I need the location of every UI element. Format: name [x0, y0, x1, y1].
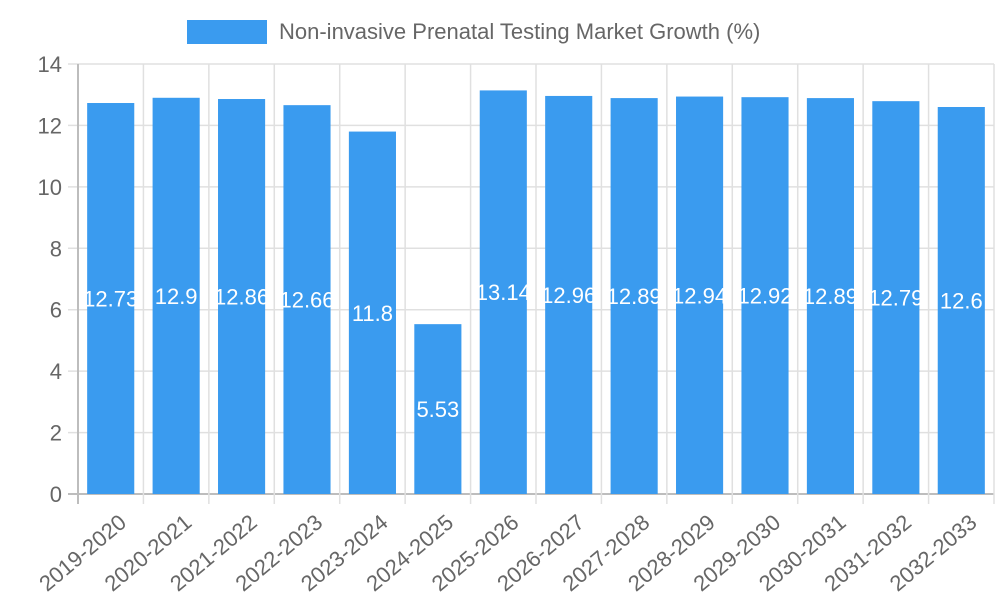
y-tick-label: 12	[38, 113, 62, 138]
bar-value-label: 12.79	[868, 286, 923, 311]
bar-value-label: 13.14	[476, 280, 531, 305]
bar-value-label: 12.92	[737, 284, 792, 309]
chart-legend[interactable]: Non-invasive Prenatal Testing Market Gro…	[187, 18, 760, 46]
y-tick-label: 8	[50, 236, 62, 261]
bar[interactable]	[348, 131, 396, 495]
bar[interactable]	[610, 98, 658, 494]
y-axis: 0 2 4 6 8 10 12 14	[38, 52, 62, 507]
bar[interactable]	[414, 324, 462, 494]
bar-value-label: 12.73	[83, 287, 138, 312]
x-axis: 2019-20202020-20212021-20222022-20232023…	[34, 509, 981, 596]
bar[interactable]	[283, 105, 331, 495]
bar-value-label: 12.66	[279, 288, 334, 313]
bars: 12.73 12.9 12.86 12.66 11.8 5.53 13.14 12.96 12.…	[83, 90, 985, 495]
bar-value-label: 12.94	[672, 283, 727, 308]
bar-value-label: 12.89	[803, 284, 858, 309]
bar-value-label: 12.9	[155, 284, 198, 309]
bar[interactable]	[545, 95, 593, 494]
y-tick-label: 10	[38, 175, 62, 200]
bar[interactable]	[741, 97, 789, 495]
bar-value-label: 12.96	[541, 283, 596, 308]
bar-value-label: 12.89	[607, 284, 662, 309]
y-tick-label: 2	[50, 421, 62, 446]
y-tick-label: 6	[50, 298, 62, 323]
y-tick-label: 14	[38, 52, 62, 77]
bar[interactable]	[479, 90, 527, 495]
bar[interactable]	[937, 107, 985, 494]
bar[interactable]	[806, 98, 854, 494]
bar[interactable]	[676, 96, 724, 495]
y-tick-label: 4	[50, 359, 62, 384]
bar-value-label: 12.6	[940, 289, 983, 314]
legend-label: Non-invasive Prenatal Testing Market Gro…	[279, 19, 761, 44]
bar[interactable]	[87, 103, 135, 494]
bar[interactable]	[872, 101, 920, 495]
bar[interactable]	[152, 97, 200, 495]
bar-value-label: 5.53	[416, 397, 459, 422]
y-tick-label: 0	[50, 482, 62, 507]
bar-value-label: 11.8	[352, 301, 393, 326]
bar[interactable]	[218, 99, 266, 494]
legend-swatch	[187, 20, 267, 44]
bar-value-label: 12.86	[214, 285, 269, 310]
